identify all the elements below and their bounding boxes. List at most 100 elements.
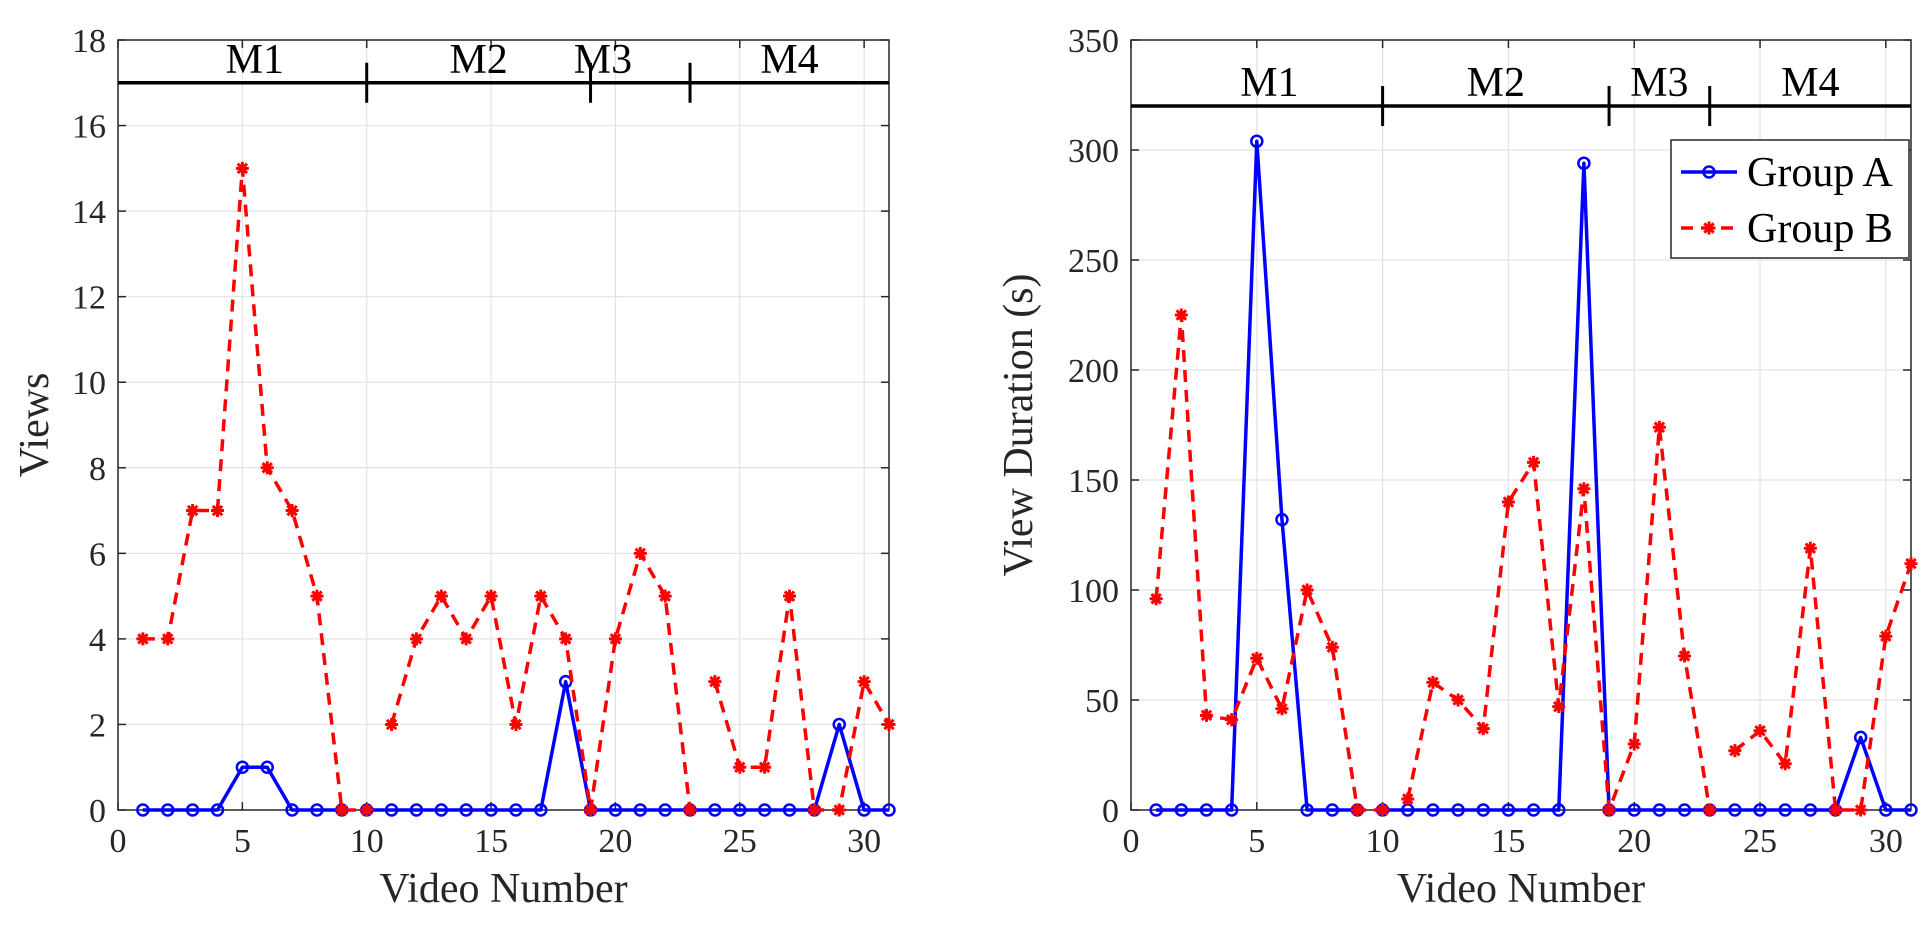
data-point <box>633 803 648 817</box>
data-point <box>1325 640 1339 654</box>
data-point <box>1829 803 1843 817</box>
views-chart: 0 5 10 15 20 25 30 0 2 4 6 8 10 12 14 16 18 Video Number V… <box>12 23 896 912</box>
data-point <box>1526 803 1541 817</box>
data-point <box>160 803 175 817</box>
data-point <box>310 803 324 817</box>
data-point <box>409 632 423 646</box>
data-point <box>832 717 847 732</box>
series-line <box>1733 546 1913 812</box>
data-point <box>1401 792 1415 806</box>
data-point <box>409 803 424 817</box>
data-point <box>260 760 274 774</box>
data-point <box>434 803 449 817</box>
legend: Group A Group B <box>1670 139 1910 259</box>
data-point <box>210 803 225 817</box>
data-point <box>136 803 150 817</box>
data-point <box>1678 649 1692 663</box>
data-point <box>782 803 797 817</box>
module-label-m3: M3 <box>574 37 632 83</box>
module-label-m1: M1 <box>1240 60 1298 106</box>
data-point <box>1879 803 1893 817</box>
data-point <box>683 803 697 817</box>
module-label-m2: M2 <box>1467 60 1525 106</box>
data-point <box>235 161 249 175</box>
data-point <box>1552 700 1566 714</box>
module-label-m4: M4 <box>760 37 818 83</box>
data-point <box>783 589 797 603</box>
series-line <box>1156 139 1358 812</box>
y-axis-label: Views <box>12 373 58 478</box>
data-point <box>1376 803 1390 817</box>
data-point <box>210 504 224 518</box>
data-point <box>608 803 623 817</box>
x-tick-label: 5 <box>234 823 251 860</box>
module-label-m1: M1 <box>226 37 284 83</box>
data-point <box>757 803 772 817</box>
data-point <box>285 504 299 518</box>
data-point <box>1501 803 1516 817</box>
series-line <box>142 765 342 812</box>
legend-label: Group A <box>1747 150 1894 196</box>
data-point <box>1577 156 1591 170</box>
data-point <box>1199 803 1214 817</box>
x-tick-label: 30 <box>847 823 881 860</box>
data-point <box>658 589 672 603</box>
data-point <box>658 803 672 817</box>
x-tick-label: 5 <box>1248 823 1265 860</box>
data-point <box>186 504 200 518</box>
series-line <box>142 166 367 812</box>
data-point <box>1250 134 1264 148</box>
data-point <box>832 803 846 817</box>
data-point <box>1350 803 1364 817</box>
data-point <box>534 589 548 603</box>
data-point <box>1199 708 1213 722</box>
data-point <box>1652 803 1667 817</box>
data-point <box>1300 583 1314 597</box>
data-point <box>285 803 299 817</box>
data-point <box>1275 702 1289 716</box>
data-point <box>1904 803 1918 817</box>
y-tick-label: 150 <box>1068 463 1119 500</box>
data-point <box>1728 744 1742 758</box>
data-point <box>1224 803 1239 817</box>
data-point <box>857 803 871 817</box>
data-point <box>235 760 250 774</box>
module-label-m2: M2 <box>449 37 507 83</box>
data-point <box>708 803 722 817</box>
x-tick-label: 20 <box>1617 823 1651 860</box>
module-label-m4: M4 <box>1781 60 1839 106</box>
data-point <box>185 803 200 817</box>
series-line <box>1154 313 1383 812</box>
series-line <box>1382 161 1911 812</box>
y-tick-label: 350 <box>1068 23 1119 60</box>
data-point <box>484 803 498 817</box>
y-tick-label: 14 <box>72 194 106 231</box>
series-line <box>713 594 891 812</box>
data-point <box>1853 730 1868 745</box>
data-point <box>1753 803 1767 817</box>
data-point <box>1426 803 1440 817</box>
data-point <box>882 717 896 731</box>
data-point <box>1149 803 1163 817</box>
series-line <box>366 679 889 812</box>
y-tick-label: 18 <box>72 23 106 60</box>
data-point <box>1803 541 1817 555</box>
x-axis-label: Video Number <box>1397 866 1645 912</box>
legend-label: Group B <box>1747 206 1893 252</box>
data-point <box>608 632 622 646</box>
data-point <box>882 803 896 817</box>
x-tick-label: 0 <box>110 823 127 860</box>
data-point <box>434 589 448 603</box>
data-point <box>335 803 349 817</box>
y-axis-label: View Duration (s) <box>996 273 1042 576</box>
legend-marker <box>1702 165 1716 179</box>
x-tick-label: 0 <box>1123 823 1140 860</box>
y-tick-label: 0 <box>89 793 106 830</box>
data-point <box>1703 803 1717 817</box>
data-point <box>584 803 598 817</box>
series-group-b <box>1149 308 1918 817</box>
y-tick-label: 250 <box>1068 243 1119 280</box>
data-point <box>758 760 772 774</box>
y-tick-label: 2 <box>89 707 106 744</box>
y-tick-label: 16 <box>72 109 106 146</box>
